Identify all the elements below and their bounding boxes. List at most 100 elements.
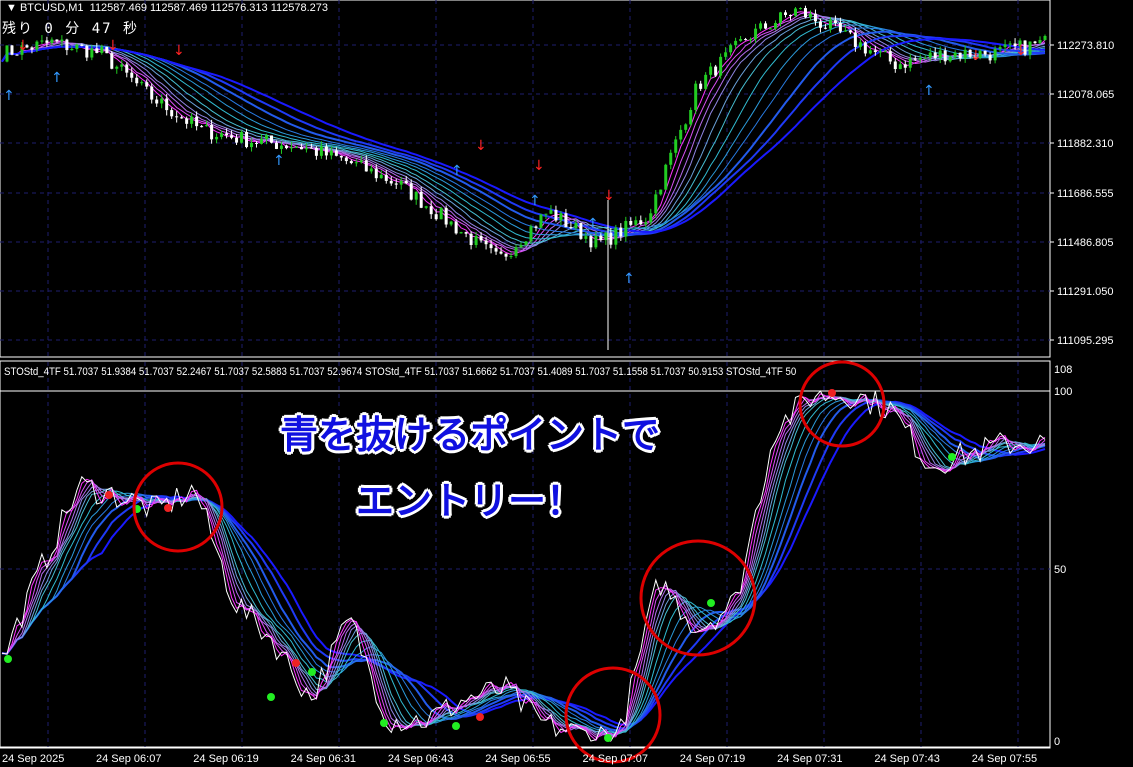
candle-up: [729, 45, 733, 53]
signal-dot: [948, 453, 956, 461]
candle-down: [135, 77, 139, 84]
candle-up: [509, 256, 513, 258]
candle-up: [754, 28, 758, 40]
candle-up: [474, 236, 478, 246]
price-ribbon-line: [1, 27, 1046, 237]
candle-down: [1033, 41, 1037, 44]
time-axis-label: 24 Sep 06:19: [193, 753, 258, 765]
indicator-level-label: 50: [1054, 564, 1066, 576]
collapse-triangle-icon[interactable]: ▼: [6, 2, 17, 14]
signal-marks: ↓ ↓ ↓↓↓↓↓ ↓↑↑↑↑↑↑↑↑: [3, 38, 1027, 764]
candle-down: [269, 135, 273, 143]
candle-up: [948, 56, 952, 62]
candle-down: [968, 49, 972, 57]
candle-down: [888, 51, 892, 62]
candle-up: [808, 13, 812, 18]
candle-up: [719, 56, 723, 76]
candle-down: [145, 82, 149, 87]
stoch-ribbon-line: [1, 393, 1046, 742]
candle-up: [684, 124, 688, 130]
candle-up: [1018, 40, 1022, 47]
price-axis-label: 111095.295: [1057, 335, 1113, 347]
candle-down: [983, 50, 987, 55]
time-axis-label: 24 Sep 2025: [2, 753, 64, 765]
candle-down: [324, 146, 328, 156]
candle-down: [200, 126, 204, 128]
candle-up: [20, 45, 24, 55]
candle-up: [908, 58, 912, 68]
candle-down: [165, 98, 169, 111]
price-axis-label: 112273.810: [1057, 40, 1114, 52]
candle-down: [699, 83, 703, 89]
sell-arrow-icon: ↓: [533, 158, 545, 174]
candle-up: [115, 66, 119, 69]
time-axis-label: 24 Sep 06:43: [388, 753, 453, 765]
time-axis-label: 24 Sep 07:07: [583, 753, 648, 765]
time-axis-label: 24 Sep 06:55: [485, 753, 550, 765]
candle-up: [264, 135, 268, 140]
price-axis-label: 111882.310: [1057, 138, 1113, 150]
symbol-label: BTCUSD,M1: [19, 2, 84, 14]
candle-down: [913, 58, 917, 60]
candle-down: [175, 116, 179, 118]
candle-up: [539, 214, 543, 228]
candle-down: [80, 44, 84, 46]
signal-dot: [707, 599, 715, 607]
candle-down: [284, 145, 288, 149]
candle-down: [534, 226, 538, 228]
candle-down: [788, 14, 792, 16]
candle-down: [404, 180, 408, 184]
price-ribbon-line: [1, 13, 1046, 251]
candle-up: [529, 226, 533, 242]
candle-up: [70, 49, 74, 51]
candle-down: [784, 12, 788, 15]
candle-up: [779, 12, 783, 23]
candle-up: [614, 227, 618, 245]
signal-dot: [828, 389, 836, 397]
candle-down: [454, 221, 458, 234]
candle-up: [928, 52, 932, 58]
price-ribbon-line: [1, 21, 1046, 240]
candle-up: [354, 162, 358, 164]
candle-up: [694, 83, 698, 110]
candle-up: [260, 139, 264, 144]
candle-down: [764, 23, 768, 29]
candle-down: [85, 45, 89, 58]
candle-up: [828, 20, 832, 29]
candle-up: [369, 168, 373, 172]
candle-up: [399, 180, 403, 185]
candle-down: [619, 227, 623, 237]
sell-arrow-icon: ↓: [107, 38, 119, 54]
candle-up: [240, 132, 244, 143]
ohlc-values: 112587.469 112587.469 112576.313 112578.…: [89, 2, 329, 14]
candle-down: [374, 168, 378, 179]
candle-down: [469, 233, 473, 246]
candle-up: [1003, 44, 1007, 48]
signal-dot: [308, 668, 316, 676]
candle-down: [903, 64, 907, 68]
candle-up: [793, 8, 797, 16]
candle-down: [1023, 40, 1027, 55]
candle-down: [349, 161, 353, 164]
stoch-ribbon-line: [1, 400, 1046, 727]
buy-arrow-icon: ↑: [273, 153, 285, 169]
buy-arrow-icon: ↑: [529, 193, 541, 209]
candle-up: [634, 220, 638, 225]
candle-up: [624, 220, 628, 237]
candle-up: [709, 66, 713, 75]
candle-up: [459, 232, 463, 234]
candle-down: [150, 86, 154, 100]
candle-up: [414, 191, 418, 200]
candle-up: [749, 39, 753, 41]
candle-down: [818, 21, 822, 28]
candle-down: [464, 232, 468, 234]
candle-up: [759, 23, 763, 29]
candle-down: [110, 53, 114, 69]
candle-down: [838, 22, 842, 32]
candle-down: [564, 213, 568, 228]
candle-down: [988, 54, 992, 61]
candle-up: [769, 28, 773, 30]
sell-arrow-icon: ↓: [603, 188, 615, 204]
candle-down: [210, 124, 214, 140]
